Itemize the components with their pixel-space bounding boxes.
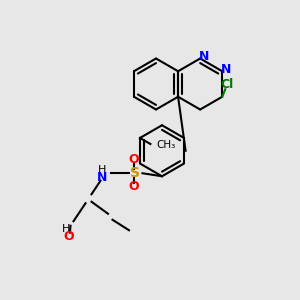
- Text: CH₃: CH₃: [156, 140, 176, 151]
- Text: N: N: [221, 63, 231, 76]
- Text: N: N: [199, 50, 209, 64]
- Text: O: O: [128, 153, 139, 166]
- Text: H: H: [62, 224, 70, 234]
- Text: H: H: [98, 165, 106, 175]
- Text: O: O: [128, 180, 139, 193]
- Text: S: S: [130, 166, 140, 180]
- Text: O: O: [64, 230, 74, 243]
- Text: Cl: Cl: [220, 78, 233, 91]
- Text: N: N: [97, 171, 107, 184]
